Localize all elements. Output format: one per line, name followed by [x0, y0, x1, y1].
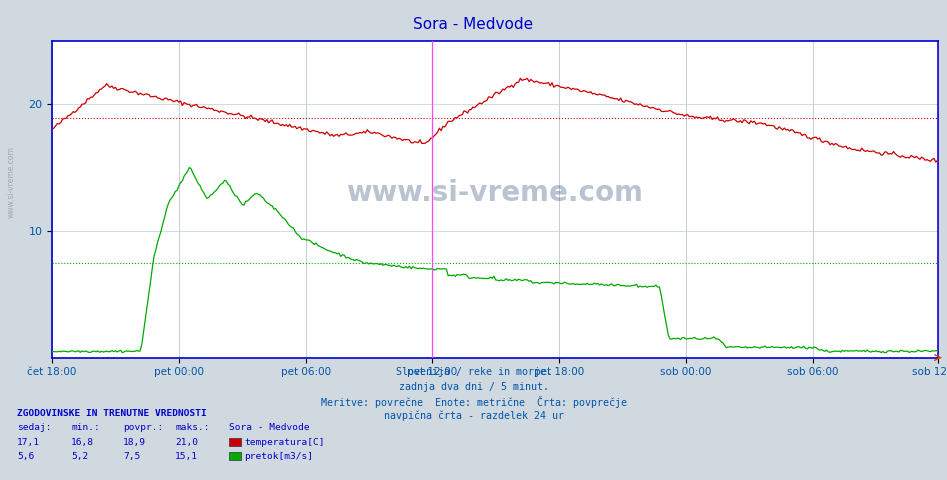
Text: Sora - Medvode: Sora - Medvode — [229, 423, 310, 432]
Text: 17,1: 17,1 — [17, 438, 40, 447]
Text: www.si-vreme.com: www.si-vreme.com — [347, 179, 643, 207]
Text: 18,9: 18,9 — [123, 438, 146, 447]
Text: zadnja dva dni / 5 minut.: zadnja dva dni / 5 minut. — [399, 382, 548, 392]
Text: navpična črta - razdelek 24 ur: navpična črta - razdelek 24 ur — [384, 410, 563, 421]
Text: min.:: min.: — [71, 423, 99, 432]
Text: 5,2: 5,2 — [71, 452, 88, 461]
Text: pretok[m3/s]: pretok[m3/s] — [244, 452, 313, 461]
Text: www.si-vreme.com: www.si-vreme.com — [7, 146, 16, 218]
Text: 15,1: 15,1 — [175, 452, 198, 461]
Text: 16,8: 16,8 — [71, 438, 94, 447]
Text: Slovenija / reke in morje.: Slovenija / reke in morje. — [396, 367, 551, 377]
Text: 21,0: 21,0 — [175, 438, 198, 447]
Text: ZGODOVINSKE IN TRENUTNE VREDNOSTI: ZGODOVINSKE IN TRENUTNE VREDNOSTI — [17, 409, 206, 418]
Text: Sora - Medvode: Sora - Medvode — [414, 17, 533, 32]
Text: Meritve: povrečne  Enote: metrične  Črta: povprečje: Meritve: povrečne Enote: metrične Črta: … — [320, 396, 627, 408]
Text: 5,6: 5,6 — [17, 452, 34, 461]
Text: sedaj:: sedaj: — [17, 423, 51, 432]
Text: maks.:: maks.: — [175, 423, 209, 432]
Text: 7,5: 7,5 — [123, 452, 140, 461]
Text: temperatura[C]: temperatura[C] — [244, 438, 325, 447]
Text: povpr.:: povpr.: — [123, 423, 164, 432]
